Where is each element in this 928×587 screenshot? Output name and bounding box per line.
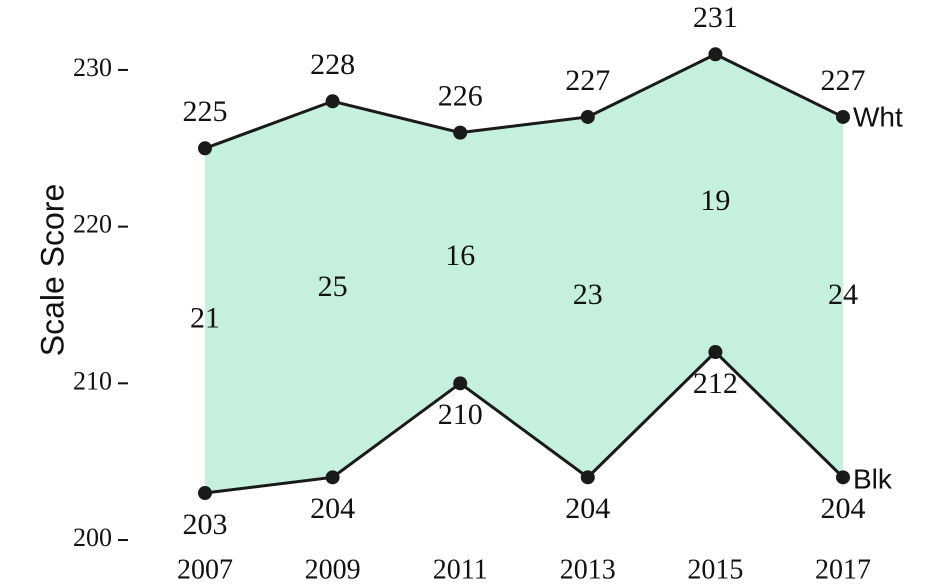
y-tick-label: 230: [73, 53, 112, 82]
series-line: [204, 349, 845, 495]
gap-label: 24: [828, 278, 858, 311]
x-tick-label: 2015: [687, 554, 743, 585]
value-label: 210: [438, 398, 483, 431]
point: [198, 141, 212, 156]
point: [836, 470, 850, 485]
point: [325, 470, 340, 485]
value-label: 204: [821, 492, 866, 525]
gap-label: 21: [190, 302, 220, 335]
point: [453, 125, 468, 140]
gap-label: 23: [573, 278, 603, 311]
point: [325, 94, 340, 109]
value-label: 212: [693, 367, 738, 400]
point: [836, 109, 850, 124]
y-tick-label: 210: [73, 366, 112, 395]
value-label: 228: [310, 48, 355, 81]
value-label: 204: [310, 492, 355, 525]
value-label: 226: [438, 80, 483, 113]
point: [708, 47, 723, 62]
x-tick-label: 2017: [815, 554, 871, 585]
y-tick-label: 220: [73, 210, 112, 239]
value-label: 204: [565, 492, 610, 525]
gap-label: 16: [445, 239, 475, 272]
y-tick-label: 200: [73, 523, 112, 552]
value-label: 231: [693, 1, 738, 34]
series-label: Wht: [853, 101, 903, 132]
point: [453, 376, 468, 391]
gap-label: 19: [700, 184, 730, 217]
x-tick-label: 2007: [177, 554, 233, 585]
x-tick-label: 2013: [560, 554, 616, 585]
gap-area: [205, 54, 843, 494]
value-label: 227: [565, 64, 610, 97]
series-label: Blk: [853, 464, 893, 495]
point: [198, 486, 212, 501]
point: [580, 109, 595, 124]
series-line: [204, 52, 844, 150]
point: [580, 470, 595, 485]
value-label: 227: [821, 64, 866, 97]
y-axis-label: Scale Score: [34, 184, 70, 357]
x-tick-label: 2011: [433, 554, 488, 585]
value-label: 203: [183, 508, 228, 541]
point: [708, 344, 723, 359]
value-label: 225: [183, 95, 228, 128]
x-tick-label: 2009: [305, 554, 361, 585]
gap-label: 25: [318, 270, 348, 303]
